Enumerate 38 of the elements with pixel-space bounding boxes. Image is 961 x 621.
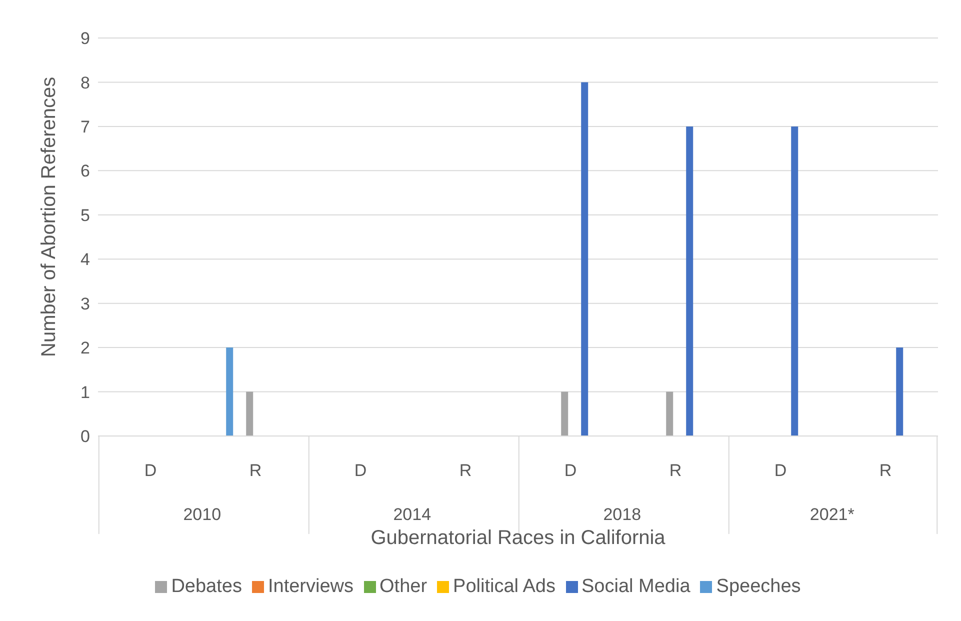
legend-label: Political Ads <box>453 576 556 597</box>
legend-label: Debates <box>171 576 242 597</box>
bar <box>581 82 588 436</box>
text: 2014 <box>393 505 432 524</box>
bar <box>791 126 798 436</box>
x-tick-label: R <box>669 461 682 480</box>
x-tick-label: R <box>249 461 262 480</box>
bar <box>896 348 904 436</box>
bar <box>246 392 254 436</box>
text: 2018 <box>603 505 642 524</box>
x-tick-label: D <box>564 461 577 480</box>
y-tick-label: 4 <box>80 250 90 270</box>
y-tick-label: 2 <box>80 338 90 358</box>
y-tick-label: 8 <box>80 73 90 92</box>
y-axis-title: Number of Abortion References <box>38 76 60 357</box>
y-tick-label: 7 <box>80 117 90 136</box>
x-tick-label: D <box>774 461 787 480</box>
text: 2010 <box>183 505 222 524</box>
y-tick-label: 0 <box>80 427 90 446</box>
bar <box>686 126 694 436</box>
x-axis-title: Gubernatorial Races in California <box>370 527 666 549</box>
x-tick-label: R <box>879 461 892 480</box>
bar <box>561 392 568 436</box>
legend-label: Speeches <box>716 576 801 597</box>
legend-label: Interviews <box>268 576 354 597</box>
y-tick-label: 1 <box>80 382 90 402</box>
legend-label: Other <box>380 576 428 597</box>
y-tick-label: 3 <box>80 294 90 314</box>
x-tick-label: D <box>354 461 367 480</box>
y-tick-label: 6 <box>80 162 90 181</box>
bar <box>226 348 234 436</box>
x-tick-label: D <box>144 461 157 480</box>
x-tick-label: R <box>459 461 472 480</box>
legend-label: Social Media <box>582 576 690 597</box>
text: 2021* <box>810 505 855 524</box>
y-tick-label: 9 <box>80 29 90 48</box>
y-tick-label: 5 <box>80 206 90 225</box>
bar <box>666 392 674 436</box>
